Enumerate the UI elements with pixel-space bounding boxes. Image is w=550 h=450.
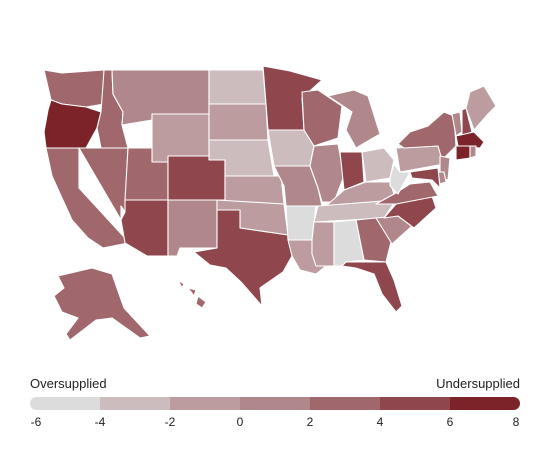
state-me[interactable] xyxy=(465,85,497,131)
legend-segment xyxy=(380,397,451,410)
state-in[interactable] xyxy=(339,151,365,191)
state-tx[interactable] xyxy=(193,209,293,307)
state-nv[interactable] xyxy=(78,147,129,221)
state-ak[interactable] xyxy=(53,267,151,341)
legend-end-cap xyxy=(30,397,43,410)
state-wi[interactable] xyxy=(301,89,343,147)
legend-undersupplied-label: Undersupplied xyxy=(436,376,520,391)
legend-oversupplied-label: Oversupplied xyxy=(30,376,107,391)
legend-tick-label: 4 xyxy=(377,415,384,429)
state-md[interactable] xyxy=(409,167,441,189)
legend-segment xyxy=(170,397,241,410)
legend-segment xyxy=(240,397,311,410)
state-fl[interactable] xyxy=(341,261,403,313)
state-il[interactable] xyxy=(309,143,345,203)
legend-tick-label: 8 xyxy=(513,415,520,429)
state-hi[interactable] xyxy=(177,279,207,309)
legend-segment xyxy=(450,397,520,410)
legend-tick-label: 0 xyxy=(237,415,244,429)
state-va[interactable] xyxy=(375,181,439,205)
state-mi[interactable] xyxy=(327,89,381,149)
legend-tick-label: 6 xyxy=(447,415,454,429)
state-ri[interactable] xyxy=(469,145,477,159)
legend-tick-label: -2 xyxy=(165,415,176,429)
legend-tick-label: 2 xyxy=(307,415,314,429)
state-ca[interactable] xyxy=(45,147,129,249)
state-or[interactable] xyxy=(43,99,102,149)
legend-tick-label: -4 xyxy=(95,415,106,429)
legend-tick-label: -6 xyxy=(31,415,42,429)
legend-segment xyxy=(100,397,171,410)
legend-segment xyxy=(310,397,381,410)
legend-segment xyxy=(30,397,101,410)
state-ma[interactable] xyxy=(455,131,485,149)
us-map xyxy=(43,65,497,341)
legend-end-cap xyxy=(507,397,520,410)
